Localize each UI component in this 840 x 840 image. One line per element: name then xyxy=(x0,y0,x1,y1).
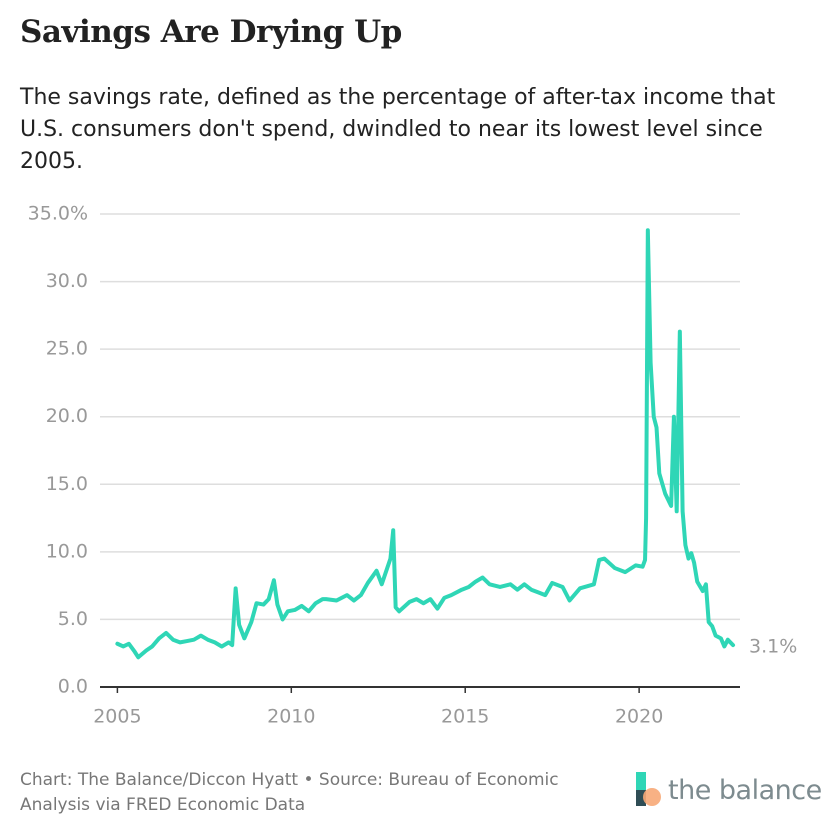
y-tick-label: 10.0 xyxy=(46,540,88,562)
source-note: Chart: The Balance/Diccon Hyatt • Source… xyxy=(20,770,559,815)
y-tick-label: 35.0% xyxy=(28,203,88,225)
value-label: 3.1% xyxy=(749,636,797,658)
x-tick-label: 2005 xyxy=(93,706,141,728)
y-tick-label: 0.0 xyxy=(58,676,88,698)
brand-icon xyxy=(636,772,661,806)
x-tick-label: 2010 xyxy=(267,706,315,728)
y-tick-label: 30.0 xyxy=(46,270,88,292)
chart-subtitle: The savings rate, defined as the percent… xyxy=(20,85,776,174)
y-tick-label: 15.0 xyxy=(46,473,88,495)
y-tick-label: 20.0 xyxy=(46,405,88,427)
brand-name: the balance xyxy=(668,775,822,806)
y-tick-label: 25.0 xyxy=(46,338,88,360)
data-line xyxy=(115,228,736,660)
chart-title: Savings Are Drying Up xyxy=(20,14,402,50)
x-tick-label: 2015 xyxy=(441,706,489,728)
y-tick-label: 5.0 xyxy=(58,608,88,630)
x-tick-label: 2020 xyxy=(615,706,663,728)
